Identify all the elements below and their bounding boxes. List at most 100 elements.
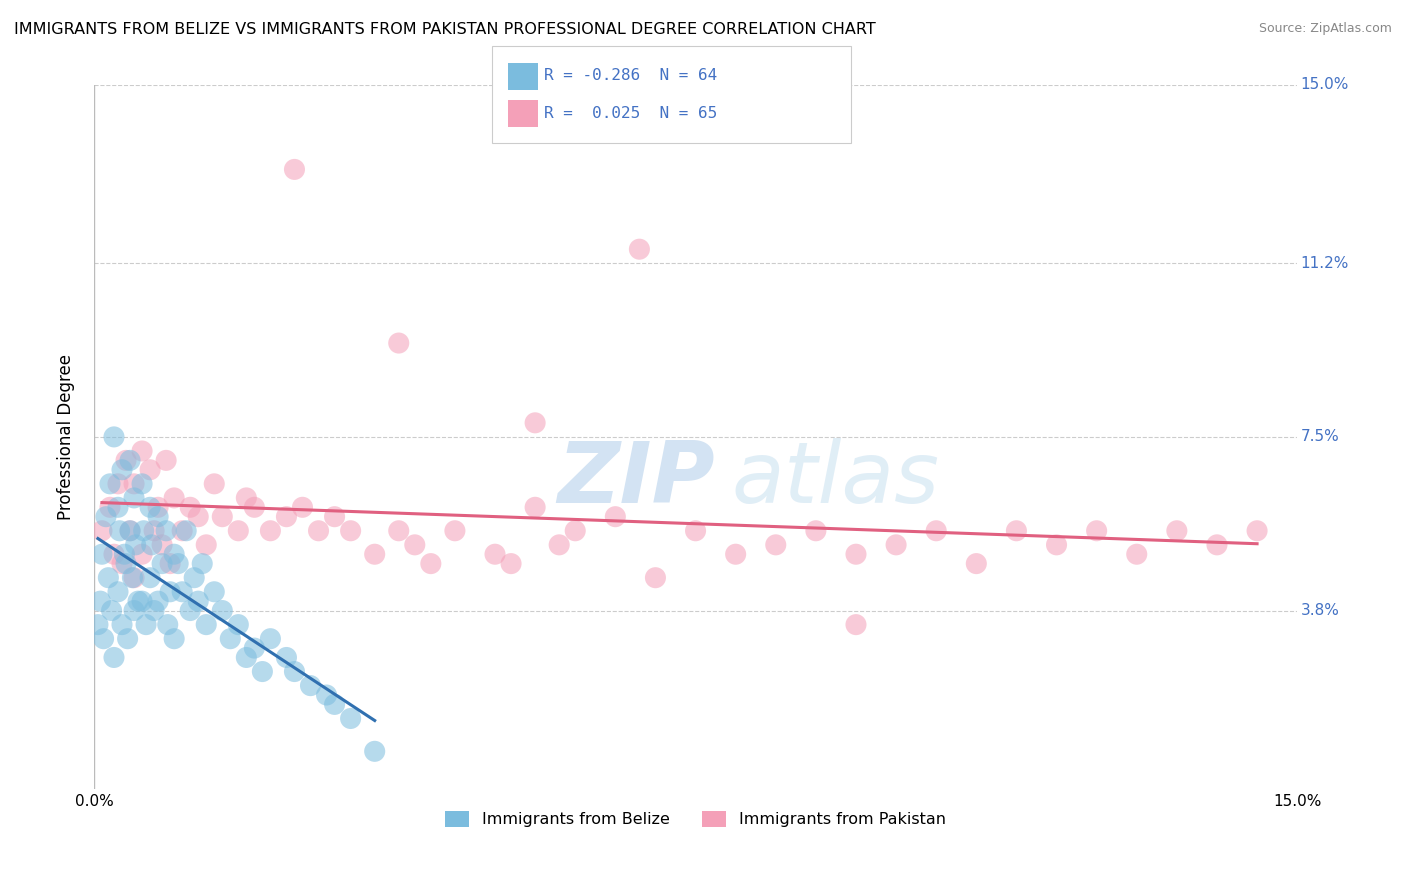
Point	[111, 617, 134, 632]
Point	[163, 547, 186, 561]
Text: 11.2%: 11.2%	[1301, 256, 1350, 271]
Point	[644, 571, 666, 585]
Point	[363, 744, 385, 758]
Point	[139, 463, 162, 477]
Point	[499, 557, 522, 571]
Point	[191, 557, 214, 571]
Point	[524, 500, 547, 515]
Point	[98, 476, 121, 491]
Text: ZIP: ZIP	[557, 438, 714, 521]
Point	[211, 603, 233, 617]
Text: Source: ZipAtlas.com: Source: ZipAtlas.com	[1258, 22, 1392, 36]
Point	[118, 524, 141, 538]
Point	[884, 538, 907, 552]
Point	[965, 557, 987, 571]
Point	[131, 547, 153, 561]
Point	[1246, 524, 1268, 538]
Point	[1085, 524, 1108, 538]
Point	[115, 557, 138, 571]
Point	[103, 650, 125, 665]
Point	[117, 632, 139, 646]
Point	[685, 524, 707, 538]
Text: 15.0%: 15.0%	[1301, 78, 1350, 93]
Text: 7.5%: 7.5%	[1301, 429, 1340, 444]
Point	[339, 711, 361, 725]
Point	[87, 617, 110, 632]
Point	[98, 500, 121, 515]
Point	[111, 463, 134, 477]
Point	[202, 476, 225, 491]
Point	[150, 538, 173, 552]
Point	[283, 162, 305, 177]
Point	[179, 603, 201, 617]
Point	[219, 632, 242, 646]
Point	[183, 571, 205, 585]
Point	[724, 547, 747, 561]
Point	[172, 524, 194, 538]
Point	[524, 416, 547, 430]
Point	[143, 603, 166, 617]
Point	[139, 571, 162, 585]
Point	[484, 547, 506, 561]
Point	[107, 476, 129, 491]
Point	[91, 524, 114, 538]
Point	[146, 594, 169, 608]
Point	[163, 491, 186, 505]
Point	[121, 571, 143, 585]
Point	[187, 594, 209, 608]
Point	[97, 571, 120, 585]
Point	[122, 491, 145, 505]
Point	[107, 584, 129, 599]
Point	[100, 603, 122, 617]
Point	[131, 476, 153, 491]
Point	[283, 665, 305, 679]
Point	[291, 500, 314, 515]
Point	[804, 524, 827, 538]
Point	[211, 509, 233, 524]
Point	[89, 594, 111, 608]
Point	[243, 641, 266, 656]
Point	[195, 617, 218, 632]
Point	[159, 557, 181, 571]
Point	[1005, 524, 1028, 538]
Point	[115, 453, 138, 467]
Point	[122, 571, 145, 585]
Point	[243, 500, 266, 515]
Text: R = -0.286  N = 64: R = -0.286 N = 64	[544, 69, 717, 83]
Point	[315, 688, 337, 702]
Point	[94, 509, 117, 524]
Point	[167, 557, 190, 571]
Point	[118, 524, 141, 538]
Text: 3.8%: 3.8%	[1301, 603, 1340, 618]
Point	[1045, 538, 1067, 552]
Point	[132, 524, 155, 538]
Point	[163, 632, 186, 646]
Point	[108, 524, 131, 538]
Y-axis label: Professional Degree: Professional Degree	[58, 354, 75, 520]
Point	[845, 617, 868, 632]
Point	[925, 524, 948, 538]
Point	[103, 547, 125, 561]
Point	[419, 557, 441, 571]
Point	[146, 500, 169, 515]
Point	[131, 444, 153, 458]
Point	[235, 650, 257, 665]
Point	[1125, 547, 1147, 561]
Point	[112, 547, 135, 561]
Point	[127, 594, 149, 608]
Point	[444, 524, 467, 538]
Point	[187, 509, 209, 524]
Point	[146, 509, 169, 524]
Point	[135, 617, 157, 632]
Point	[139, 500, 162, 515]
Point	[605, 509, 627, 524]
Point	[235, 491, 257, 505]
Point	[276, 650, 298, 665]
Point	[765, 538, 787, 552]
Point	[93, 632, 115, 646]
Point	[628, 242, 651, 256]
Point	[103, 430, 125, 444]
Point	[323, 509, 346, 524]
Point	[308, 524, 330, 538]
Point	[845, 547, 868, 561]
